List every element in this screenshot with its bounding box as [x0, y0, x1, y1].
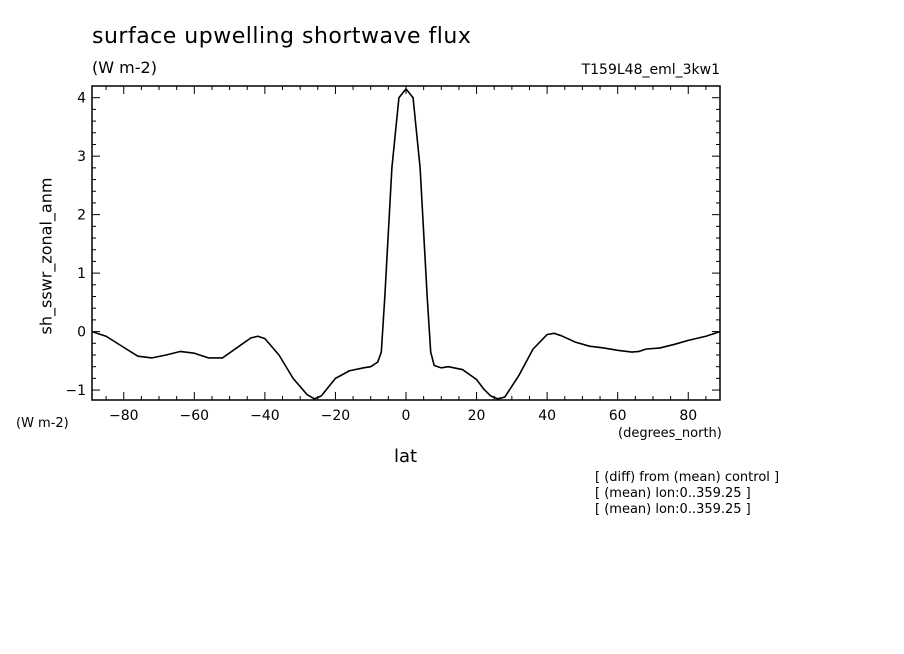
annotation-mean-lon-2: [ (mean) lon:0..359.25 ]: [595, 502, 751, 517]
chart-title: surface upwelling shortwave flux: [92, 24, 472, 49]
y-axis-units: (W m-2): [16, 416, 69, 431]
y-tick-label: 2: [77, 208, 86, 224]
x-tick-label: 80: [679, 408, 697, 424]
y-tick-label: 4: [77, 91, 86, 107]
chart-units: (W m-2): [92, 58, 157, 77]
x-tick-label: −60: [180, 408, 210, 424]
x-axis-units: (degrees_north): [618, 426, 722, 441]
x-axis-label: lat: [394, 446, 418, 467]
x-tick-label: 40: [538, 408, 556, 424]
x-tick-label: −40: [250, 408, 280, 424]
series-line: [91, 88, 721, 400]
x-tick-label: −20: [321, 408, 351, 424]
y-tick-label: 0: [77, 325, 86, 341]
annotation-mean-lon-1: [ (mean) lon:0..359.25 ]: [595, 486, 751, 501]
annotation-diff: [ (diff) from (mean) control ]: [595, 470, 780, 485]
x-tick-label: 60: [609, 408, 627, 424]
x-tick-label: 0: [402, 408, 411, 424]
x-tick-label: −80: [109, 408, 139, 424]
tick-labels: −80 −60 −40 −20 0 20 40 60 80 −1 0 1 2 3 4: [65, 91, 697, 424]
y-tick-label: 3: [77, 149, 86, 165]
y-tick-label: 1: [77, 266, 86, 282]
y-tick-label: −1: [65, 383, 86, 399]
x-tick-label: 20: [468, 408, 486, 424]
plot-frame: [91, 85, 721, 401]
run-label: T159L48_eml_3kw1: [581, 62, 720, 78]
